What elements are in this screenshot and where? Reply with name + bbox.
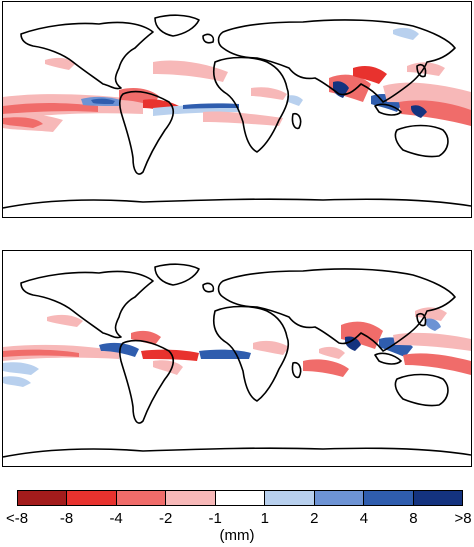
anomaly-blob (393, 332, 471, 351)
colorbar-tick-label: -8 (59, 510, 74, 527)
eurasia-outline (217, 268, 456, 352)
africa-outline (212, 56, 290, 153)
antarctica-outline (3, 447, 471, 458)
anomaly-blob (341, 321, 383, 349)
eurasia-outline (217, 19, 456, 103)
colorbar-cell (166, 491, 216, 505)
anomaly-blob (383, 82, 471, 110)
coastlines-top (3, 14, 471, 209)
colorbar-cell (67, 491, 117, 505)
japan-outline (416, 63, 427, 78)
anomaly-blob (393, 27, 419, 40)
greenland-outline (154, 14, 200, 37)
colorbar-tick-label: -4 (109, 510, 123, 527)
anomaly-blob (99, 342, 139, 357)
anomaly-blob (319, 346, 345, 359)
indonesia-outline (374, 103, 402, 116)
north-america-outline (20, 270, 154, 339)
greenland-outline (154, 263, 200, 286)
colorbar-cell (314, 491, 365, 505)
colorbar-tick-label: >8 (454, 510, 472, 527)
anomaly-blob (3, 103, 98, 114)
anomaly-blob (3, 349, 79, 357)
madagascar-outline (291, 112, 302, 130)
anomaly-blob (203, 111, 283, 126)
anomaly-blob (153, 60, 228, 82)
anomaly-blob (253, 340, 289, 355)
colorbar (17, 490, 463, 506)
anomaly-blob (183, 103, 239, 109)
north-america-outline (20, 21, 154, 90)
australia-outline (394, 124, 449, 158)
anomaly-blob (3, 376, 31, 387)
anomaly-blob (131, 330, 161, 345)
anomaly-blob (345, 336, 361, 351)
antarctica-outline (3, 198, 471, 209)
indonesia-outline (374, 352, 402, 365)
anomaly-blob (3, 362, 39, 375)
anomaly-blob (199, 349, 251, 359)
anomaly-blob (91, 98, 115, 104)
colorbar-unit-label: (mm) (219, 527, 255, 544)
anomaly-blob (45, 57, 75, 70)
colorbar-tick-label: 2 (310, 510, 319, 527)
britain-outline (202, 282, 215, 293)
colorbar-tick-label: 8 (409, 510, 418, 527)
colorbar-tick-labels: <-8 -8 -4 -2 -1 1 2 4 8 >8 (0, 510, 474, 530)
anomaly-blob (47, 314, 83, 327)
colorbar-tick-label: <-8 (5, 510, 29, 527)
anomaly-blob (3, 117, 43, 128)
south-america-outline (118, 90, 175, 175)
anomaly-blob (425, 318, 441, 331)
colorbar-cell (116, 491, 167, 505)
anomaly-blob (141, 349, 199, 361)
colorbar-cell (215, 491, 266, 505)
anomaly-blob (153, 360, 183, 375)
anomaly-blob (411, 105, 427, 118)
colorbar-cell (364, 491, 414, 505)
anomaly-field-top (3, 27, 471, 132)
map-bottom-svg (3, 263, 471, 458)
colorbar-cell (413, 491, 462, 505)
colorbar-tick-label: -1 (208, 510, 222, 527)
map-panel-top (2, 1, 472, 218)
map-top-svg (3, 14, 471, 209)
madagascar-outline (291, 361, 302, 379)
anomaly-blob (287, 95, 303, 106)
australia-outline (394, 373, 449, 407)
anomaly-blob (303, 359, 349, 377)
colorbar-tick-label: 4 (359, 510, 369, 527)
colorbar-tick-label: 1 (260, 510, 269, 527)
japan-outline (416, 312, 427, 327)
anomaly-field-bottom (3, 307, 471, 387)
coastlines-bottom (3, 263, 471, 458)
colorbar-cell (18, 491, 68, 505)
africa-outline (212, 305, 290, 402)
anomaly-blob (353, 66, 387, 84)
colorbar-tick-label: -2 (158, 510, 173, 527)
anomaly-blob (403, 353, 471, 375)
colorbar-cell (265, 491, 315, 505)
map-panel-bottom (2, 250, 472, 467)
britain-outline (202, 33, 215, 44)
south-america-outline (118, 339, 175, 424)
anomaly-blob (251, 87, 287, 100)
